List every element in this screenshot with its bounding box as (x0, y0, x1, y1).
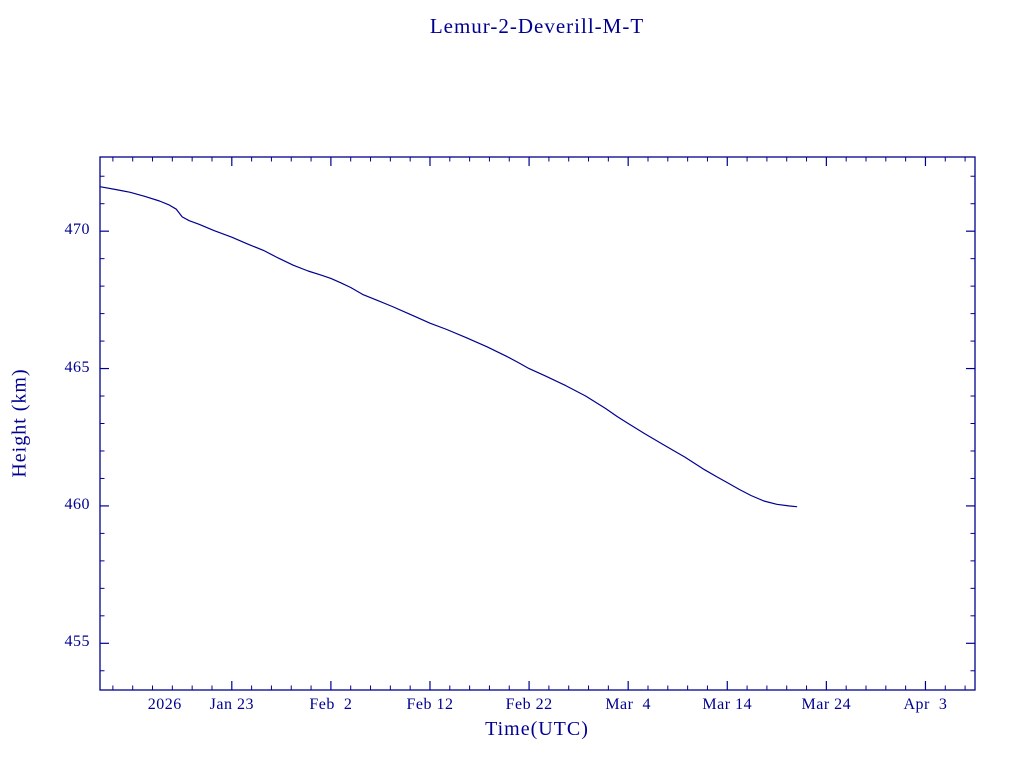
y-tick-label: 455 (64, 633, 90, 651)
x-axis-title: Time(UTC) (485, 718, 589, 740)
x-tick-label: Mar 4 (605, 696, 651, 713)
x-tick-label: Feb 22 (505, 696, 553, 713)
x-tick-label: Mar 14 (702, 696, 753, 713)
y-tick-label: 465 (64, 358, 90, 376)
x-tick-label: Feb 2 (309, 696, 353, 713)
y-tick-label: 470 (64, 221, 90, 239)
height-series-line (99, 186, 798, 508)
x-axis-year-label: 2026 (147, 696, 182, 713)
x-tick-label: Mar 24 (801, 696, 852, 713)
x-tick-label: Jan 23 (209, 696, 254, 713)
x-tick-label: Feb 12 (406, 696, 454, 713)
chart-title: Lemur-2-Deverill-M-T (429, 14, 645, 38)
y-tick-label: 460 (64, 495, 90, 513)
x-tick-label: Apr 3 (903, 696, 948, 713)
